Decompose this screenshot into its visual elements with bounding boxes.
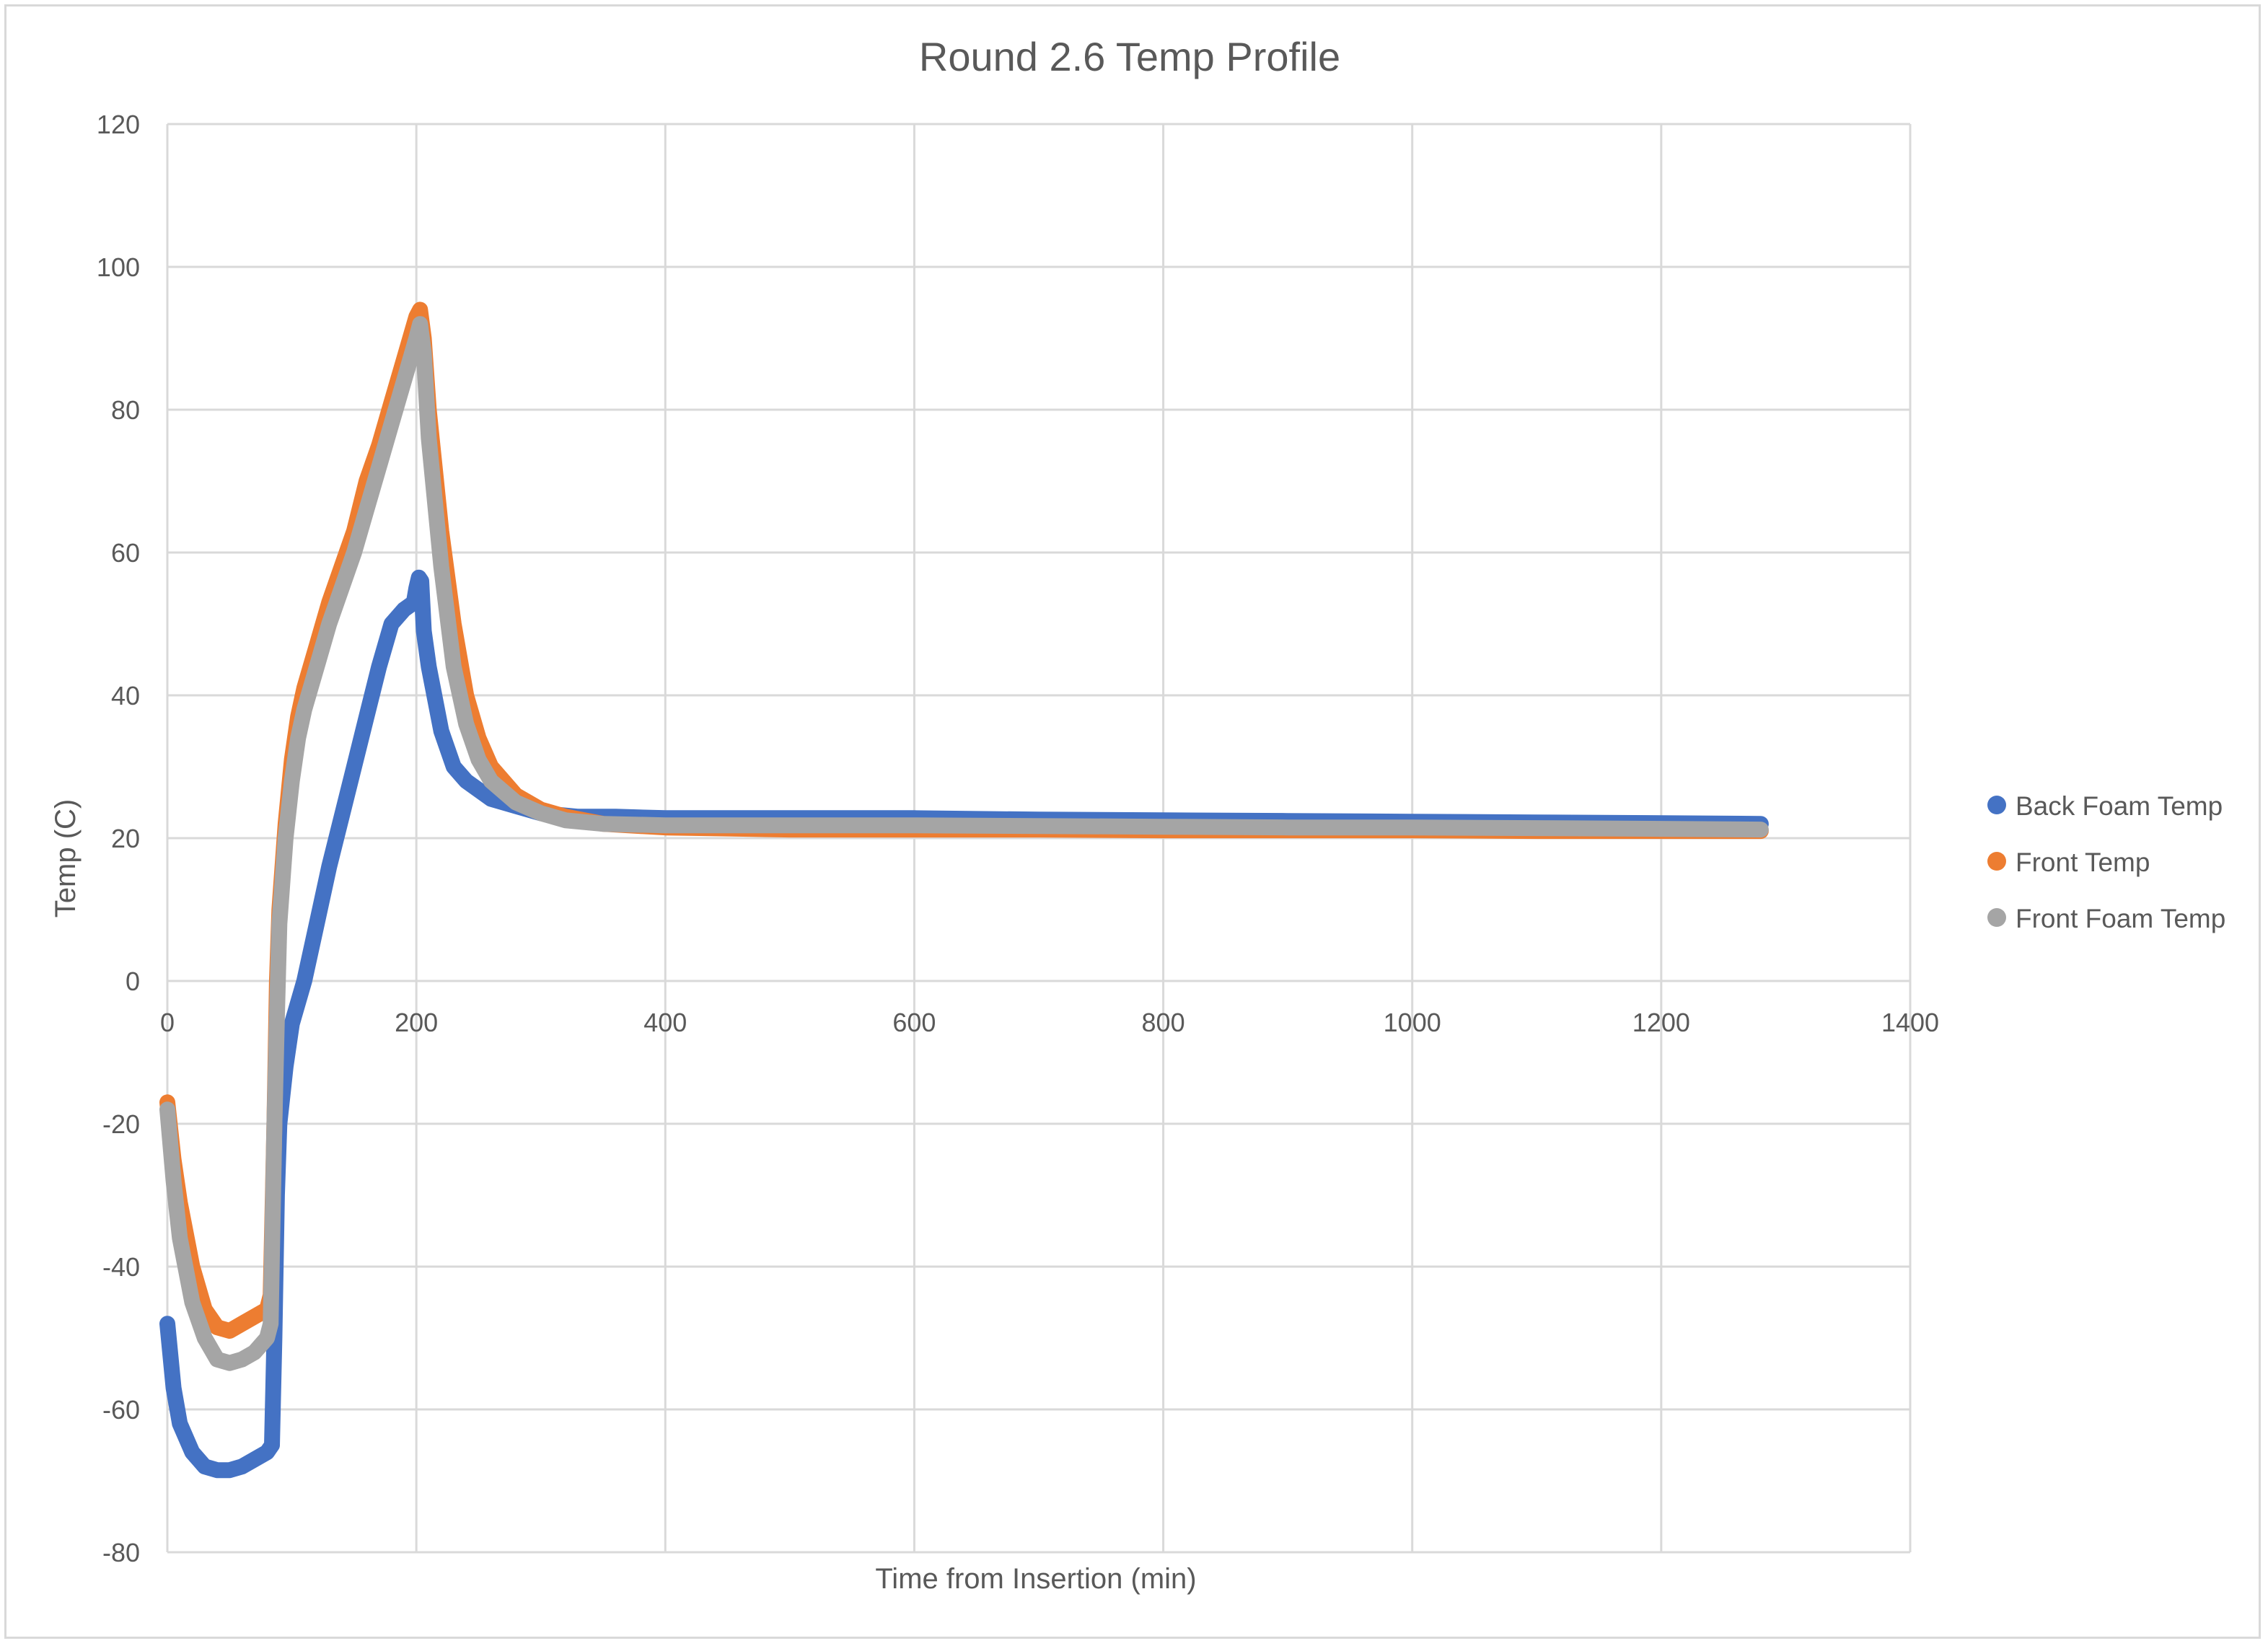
legend-label: Back Foam Temp [2016,791,2223,821]
x-tick-label: 400 [643,1008,687,1037]
legend: Back Foam Temp Front Temp Front Foam Temp [1987,791,2225,933]
y-tick-label: 100 [97,252,140,282]
x-tick-label: 0 [160,1008,175,1037]
y-tick-label: -80 [102,1538,140,1567]
y-tick-label: -40 [102,1252,140,1282]
y-tick-label: 80 [111,395,140,425]
series-line-front-foam-temp [159,316,1769,1371]
x-tick-label: 600 [892,1008,936,1037]
x-tick-label: 1400 [1881,1008,1939,1037]
y-tick-label: -20 [102,1109,140,1139]
legend-marker [1987,852,2006,871]
chart-title: Round 2.6 Temp Profile [919,34,1340,79]
y-tick-label: 120 [97,110,140,139]
y-tick-label: 60 [111,538,140,568]
series-lines [159,302,1769,1479]
y-axis-title: Temp (C) [50,799,82,917]
x-tick-label: 200 [395,1008,438,1037]
x-axis-title: Time from Insertion (min) [875,1563,1196,1595]
legend-label: Front Temp [2016,848,2150,877]
x-tick-label: 1000 [1384,1008,1441,1037]
y-tick-label: -60 [102,1395,140,1425]
legend-label: Front Foam Temp [2016,904,2225,933]
y-tick-label: 0 [126,967,140,996]
y-tick-label: 40 [111,681,140,710]
y-tick-label: 20 [111,824,140,853]
legend-marker [1987,796,2006,814]
legend-marker [1987,908,2006,927]
x-tick-label: 800 [1142,1008,1185,1037]
x-tick-label: 1200 [1632,1008,1690,1037]
